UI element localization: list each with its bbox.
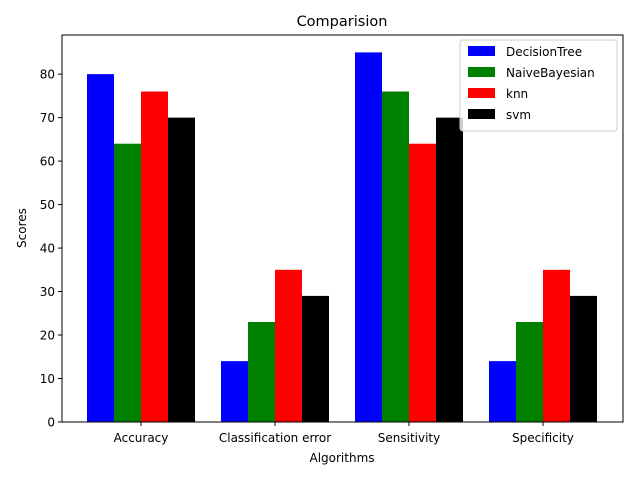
bar-svm-3 xyxy=(570,295,597,422)
legend-swatch-knn xyxy=(468,88,495,98)
legend-swatch-decisiontree xyxy=(468,46,495,56)
x-tick-label: Specificity xyxy=(512,431,574,445)
bar-svm-0 xyxy=(168,117,195,422)
legend: DecisionTree NaiveBayesian knn svm xyxy=(459,39,618,132)
y-tick-label: 50 xyxy=(40,198,55,212)
y-tick-label: 20 xyxy=(40,329,55,343)
y-tick-label: 80 xyxy=(40,68,55,82)
y-tick-label: 40 xyxy=(40,242,55,256)
legend-box xyxy=(459,39,618,132)
legend-label-decisiontree: DecisionTree xyxy=(506,45,582,59)
y-tick-label: 60 xyxy=(40,155,55,169)
bars-group xyxy=(87,52,597,423)
bar-svm-2 xyxy=(436,117,463,422)
x-tick-label: Classification error xyxy=(219,431,331,445)
bar-decisiontree-2 xyxy=(355,52,382,423)
bar-naivebayesian-3 xyxy=(516,321,543,422)
bar-knn-0 xyxy=(141,91,168,423)
legend-label-svm: svm xyxy=(506,108,531,122)
y-axis: 0 10 20 30 40 50 60 70 80 xyxy=(40,68,62,430)
bar-knn-3 xyxy=(543,269,570,422)
y-tick-label: 0 xyxy=(47,416,55,430)
chart-title: Comparision xyxy=(297,14,388,30)
legend-label-naivebayesian: NaiveBayesian xyxy=(506,66,595,80)
bar-decisiontree-3 xyxy=(489,361,516,422)
x-tick-label: Accuracy xyxy=(114,431,169,445)
x-tick-label: Sensitivity xyxy=(378,431,440,445)
plot-frame xyxy=(61,34,624,423)
legend-swatch-svm xyxy=(468,109,495,119)
bar-knn-1 xyxy=(275,269,302,422)
bar-decisiontree-0 xyxy=(87,74,114,423)
bar-knn-2 xyxy=(409,143,436,422)
x-axis: Accuracy Classification error Sensitivity S… xyxy=(114,422,574,445)
bar-decisiontree-1 xyxy=(221,361,248,422)
y-tick-label: 70 xyxy=(40,111,55,125)
legend-swatch-naivebayesian xyxy=(468,67,495,77)
x-axis-label: Algorithms xyxy=(309,451,374,465)
y-tick-label: 30 xyxy=(40,285,55,299)
bar-naivebayesian-1 xyxy=(248,321,275,422)
bar-svm-1 xyxy=(302,295,329,422)
legend-label-knn: knn xyxy=(506,87,528,101)
y-axis-label: Scores xyxy=(15,208,29,248)
bar-naivebayesian-2 xyxy=(382,91,409,423)
y-tick-label: 10 xyxy=(40,372,55,386)
bar-naivebayesian-0 xyxy=(114,143,141,422)
